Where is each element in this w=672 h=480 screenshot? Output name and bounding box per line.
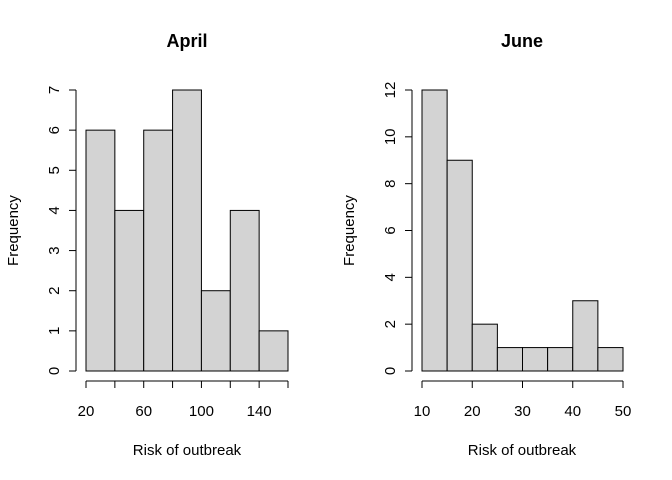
- histogram-bar: [522, 347, 549, 372]
- y-tick-label: 0: [46, 367, 63, 375]
- y-tick-label: 3: [46, 246, 63, 254]
- x-tick-label: 20: [78, 403, 95, 420]
- june-histogram-panel: June 10 20 30 40 50 0 2 4 6 8 10 12 Risk of outbreak F…: [341, 31, 631, 459]
- y-tick-label: 6: [46, 126, 63, 134]
- x-tick-label: 10: [414, 403, 431, 420]
- histogram-bar: [572, 300, 599, 372]
- histogram-bar: [547, 347, 574, 372]
- histogram-bar: [172, 89, 202, 372]
- april-histogram-panel: April 20 60 100 140 0 1 2 3 4 5 6 7 Risk of outbreak F…: [5, 31, 289, 459]
- x-tick-label: 60: [135, 403, 152, 420]
- y-tick-label: 0: [382, 367, 399, 375]
- x-tick-label: 100: [189, 403, 214, 420]
- y-tick-label: 2: [382, 320, 399, 328]
- x-tick-label: 140: [247, 403, 272, 420]
- x-tick-label: 50: [615, 403, 632, 420]
- histogram-bar: [85, 129, 116, 372]
- histogram-bar: [446, 159, 473, 372]
- histogram-bar: [597, 347, 624, 372]
- histogram-bar: [114, 209, 145, 372]
- y-tick-label: 5: [46, 166, 63, 174]
- x-tick-label: 30: [514, 403, 531, 420]
- chart-title: April: [166, 31, 207, 51]
- x-tick-label: 40: [564, 403, 581, 420]
- y-tick-label: 4: [46, 206, 63, 214]
- histogram-bar: [200, 290, 231, 372]
- histogram-bar: [496, 347, 523, 372]
- y-tick-label: 12: [382, 82, 399, 99]
- y-tick-label: 2: [46, 287, 63, 295]
- chart-title: June: [501, 31, 543, 51]
- y-axis-label: Frequency: [5, 195, 22, 266]
- histogram-bar: [258, 330, 289, 372]
- y-axis-label: Frequency: [341, 195, 358, 266]
- x-axis-label: Risk of outbreak: [133, 442, 242, 459]
- y-tick-label: 6: [382, 226, 399, 234]
- y-tick-label: 8: [382, 179, 399, 187]
- histogram-bar: [421, 89, 448, 372]
- y-tick-label: 4: [382, 273, 399, 281]
- histogram-bar: [229, 209, 260, 372]
- y-tick-label: 1: [46, 327, 63, 335]
- histogram-bar: [143, 129, 174, 372]
- histogram-bar: [471, 323, 498, 372]
- x-axis-label: Risk of outbreak: [468, 442, 577, 459]
- x-tick-label: 20: [464, 403, 481, 420]
- y-tick-label: 7: [46, 86, 63, 94]
- y-tick-label: 10: [382, 128, 399, 145]
